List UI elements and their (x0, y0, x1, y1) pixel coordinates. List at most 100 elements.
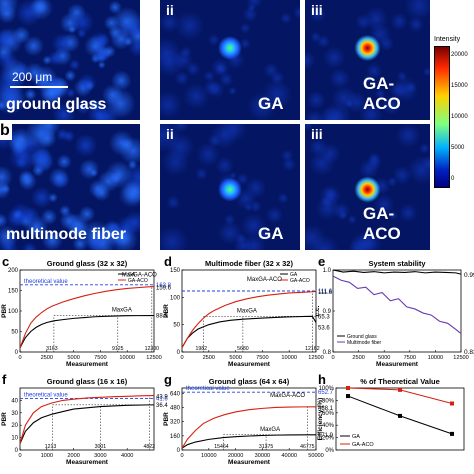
x-tick-label: 12500 (146, 355, 162, 361)
theoretical-caption: theoretical value (186, 386, 230, 392)
colorbar-tick-label: 0 (451, 176, 455, 182)
x-tick-label: 1000 (41, 453, 53, 459)
ga-final-label: 65.3 (318, 314, 330, 320)
colorbar-tick-label: 5000 (451, 145, 465, 151)
theoretical-caption: theoretical value (24, 392, 68, 398)
panel-label: multimode fiber (6, 226, 127, 243)
chart-letter-g: g (164, 372, 172, 387)
x-tick-label: 40000 (281, 453, 297, 459)
y-tick-label: 150 (170, 268, 181, 274)
y-tick-label: 20 (11, 423, 18, 429)
marker-label: 12300 (145, 346, 160, 352)
aco-final-label: 43.9 (156, 395, 168, 401)
chart-title: Ground glass (64 x 64) (209, 377, 290, 386)
series-line-ga-aco (19, 395, 155, 444)
max-ga-label: MaxGA (112, 308, 132, 314)
panel-letter-b: b (0, 122, 12, 140)
marker-label: 1213 (45, 444, 57, 450)
row-a-panel-2: GA ii (160, 0, 300, 120)
y-tick-label: 20% (322, 436, 335, 442)
y-tick-label: 40 (11, 398, 18, 404)
x-tick-label: 0 (331, 355, 334, 361)
x-tick-label: 2500 (352, 355, 364, 361)
y-axis-label: Efficiency (%) (317, 398, 324, 441)
theoretical-value-label: 111.6 (318, 289, 333, 295)
y-tick-label: 0% (325, 448, 334, 454)
aco-final-label: 111.6 (318, 290, 333, 296)
theoretical-value-label: 41.6 (156, 396, 168, 402)
series-line-ga (181, 434, 316, 449)
theoretical-value-label: 163.8 (156, 283, 172, 289)
x-tick-label: 50000 (308, 453, 324, 459)
y-tick-label: 0 (15, 350, 19, 356)
x-tick-label: 0 (18, 355, 21, 361)
scalebar (10, 86, 68, 88)
y-axis-label: c.c. (314, 305, 321, 316)
plot-frame (181, 387, 317, 451)
x-tick-label: 2500 (41, 355, 53, 361)
x-tick-label: 5000 (67, 355, 79, 361)
x-tick-label: 0 (180, 453, 183, 459)
chart-letter-h: h (318, 372, 326, 387)
theoretical-caption: theoretical value (24, 279, 68, 285)
chart-title: Ground glass (16 x 16) (47, 377, 128, 386)
x-tick-label: 0 (18, 453, 21, 459)
marker-label: 9125 (112, 346, 124, 352)
end-label-ground-glass: 0.99 (464, 272, 474, 279)
x-tick-label: 10000 (119, 355, 135, 361)
ga-final-label: 171.9 (318, 433, 334, 439)
y-tick-label: 640 (170, 391, 181, 397)
series-line-ga (181, 315, 317, 348)
y-tick-label: 480 (170, 405, 181, 411)
max-ga-label: MaxGA (260, 427, 280, 433)
data-point (398, 387, 402, 392)
row-b-panel-3: GA-ACO iii (305, 124, 430, 250)
series-line-ga-aco (181, 291, 317, 348)
panel-label: GA (258, 224, 284, 243)
chart-title: Multimode fiber (32 x 32) (205, 259, 293, 268)
series-line-multimode-fiber (332, 275, 462, 334)
marker-label: 4822 (143, 444, 155, 450)
x-tick-label: 30000 (255, 453, 271, 459)
y-tick-label: 50 (11, 330, 18, 336)
theoretical-value-label: 652.7 (318, 390, 334, 396)
x-tick-label: 2500 (203, 355, 215, 361)
x-tick-label: 4000 (121, 453, 133, 459)
panel-roman-numeral: ii (166, 2, 174, 18)
panel-label: GA-ACO (363, 204, 401, 243)
data-point (450, 431, 454, 436)
max-ga-label: MaxGA (237, 308, 257, 314)
panel-roman-numeral: ii (166, 126, 174, 142)
ga-final-label: 36.4 (156, 403, 168, 409)
legend-entry: GA (128, 272, 136, 278)
panel-label: GA (258, 94, 284, 113)
x-axis-label: Measurement (228, 361, 271, 368)
data-point (450, 401, 454, 406)
data-point (346, 394, 350, 399)
y-tick-label: 100% (319, 386, 335, 392)
ga-final-label: 88.9 (156, 314, 168, 320)
x-axis-label: Measurement (376, 361, 419, 368)
marker-label: 3001 (95, 444, 107, 450)
legend-entry: GA (290, 272, 298, 278)
chart-title: % of Theoretical Value (360, 377, 440, 386)
y-tick-label: 10 (11, 436, 18, 442)
aco-final-label: 159.6 (156, 286, 172, 292)
series-line-ground-glass (332, 269, 462, 275)
row-a-panel-3: GA-ACO iii (305, 0, 430, 120)
legend-entry: GA-ACO (352, 442, 374, 448)
max-aco-label: MaxGA-ACO (247, 277, 282, 283)
y-tick-label: 160 (170, 434, 181, 440)
y-tick-label: 0 (177, 448, 181, 454)
x-tick-label: 20000 (228, 453, 244, 459)
y-tick-label: 60% (322, 411, 335, 417)
colorbar-title: Intensity (434, 36, 461, 43)
marker-label: 1982 (195, 346, 207, 352)
marker-label: 12162 (305, 346, 320, 352)
row-a-panel-1: ground glass 200 μm (0, 0, 140, 120)
legend-entry: Ground glass (347, 334, 377, 340)
max-aco-label: MaxGA-ACO (122, 273, 157, 279)
y-tick-label: 1.0 (323, 268, 332, 274)
x-tick-label: 0 (180, 355, 183, 361)
